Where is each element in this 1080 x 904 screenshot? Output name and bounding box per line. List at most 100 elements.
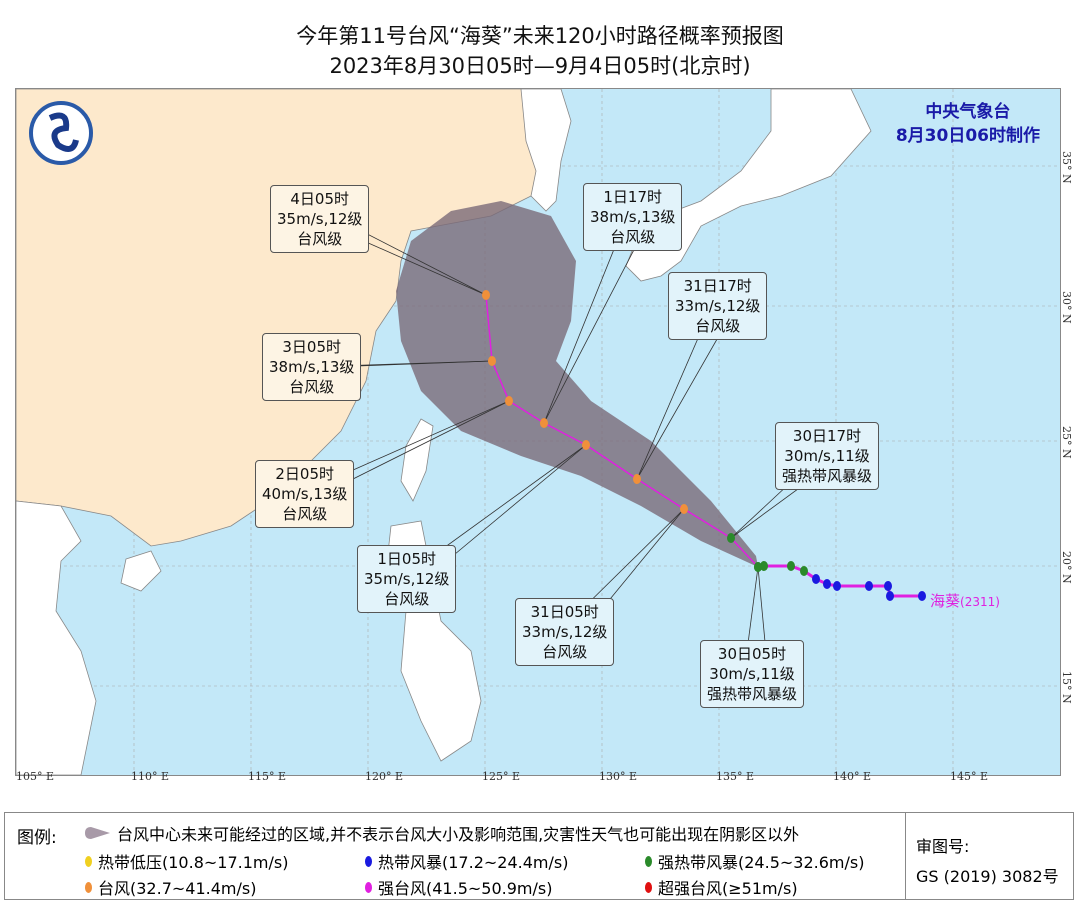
agency-block: 中央气象台 8月30日06时制作 [896,100,1040,148]
forecast-label-time: 30日17时 [792,427,862,445]
forecast-point [505,396,513,406]
forecast-point [754,562,762,572]
past-track-point [865,581,873,591]
lon-tick-label: 145° E [950,770,989,783]
legend: 图例: 台风中心未来可能经过的区域,并不表示台风大小及影响范围,灾害性天气也可能… [4,812,1074,900]
past-track-point [918,591,926,601]
lon-tick-label: 105° E [16,770,55,783]
land-hainan [120,550,162,592]
forecast-label-wind: 33m/s,12级 [675,297,761,315]
forecast-label-wind: 35m/s,12级 [364,570,450,588]
lat-tick-label: 20° N [1060,551,1073,584]
forecast-label: 4日05时 35m/s,12级 台风级 [270,185,370,253]
map-canvas [16,89,1060,775]
past-track-point [884,581,892,591]
forecast-label-time: 31日17时 [683,277,752,295]
past-track-point [787,561,795,571]
forecast-label-level: 台风级 [610,228,656,246]
lon-tick-label: 110° E [131,770,170,783]
legend-cone-text: 台风中心未来可能经过的区域,并不表示台风大小及影响范围,灾害性天气也可能出现在阴… [117,825,800,844]
typhoon-code: (2311) [960,595,1000,609]
land-indochina [16,500,97,775]
forecast-label-level: 强热带风暴级 [707,685,798,703]
lon-tick-label: 115° E [248,770,287,783]
forecast-label-level: 强热带风暴级 [782,467,873,485]
review-number: GS (2019) 3082号 [916,867,1059,886]
forecast-label-time: 2日05时 [275,465,335,483]
lat-tick-label: 15° N [1060,671,1073,704]
past-track-point [886,591,894,601]
forecast-label-level: 台风级 [282,505,328,523]
past-track-point [823,579,831,589]
forecast-label-time: 3日05时 [282,338,342,356]
forecast-label-wind: 38m/s,13级 [590,208,676,226]
map-title: 今年第11号台风“海葵”未来120小时路径概率预报图 [296,24,784,48]
forecast-label-time: 30日05时 [717,645,787,663]
forecast-label: 31日05时 33m/s,12级 台风级 [515,598,615,666]
legend-item-label: 强热带风暴(24.5~32.6m/s) [658,853,865,872]
legend-item-label: 热带低压(10.8~17.1m/s) [98,853,289,872]
agency-name: 中央气象台 [925,102,1011,122]
forecast-label-wind: 38m/s,13级 [269,358,355,376]
typhoon-name-text: 海葵 [930,592,961,610]
lat-tick-label: 25° N [1060,426,1073,459]
forecast-label-wind: 33m/s,12级 [522,623,608,641]
lon-tick-label: 135° E [716,770,755,783]
lon-tick-label: 140° E [833,770,872,783]
past-track-point [833,581,841,591]
legend-item: 强热带风暴(24.5~32.6m/s) [645,849,864,873]
typhoon-dot-icon [645,855,652,867]
legend-title: 图例: [17,828,57,848]
typhoon-dot-icon [85,855,92,867]
typhoon-map [15,88,1061,776]
forecast-label: 30日05时 30m/s,11级 强热带风暴级 [700,640,805,708]
legend-item: 台风(32.7~41.4m/s) [85,875,256,899]
past-track-point [800,566,808,576]
map-subtitle: 2023年8月30日05时—9月4日05时(北京时) [329,54,751,78]
leader-line [543,216,628,424]
forecast-label-time: 31日05时 [530,603,599,621]
legend-item-label: 台风(32.7~41.4m/s) [98,879,257,898]
forecast-label: 2日05时 40m/s,13级 台风级 [255,460,355,528]
legend-item: 热带低压(10.8~17.1m/s) [85,849,288,873]
forecast-label-wind: 40m/s,13级 [262,485,348,503]
past-track-point [760,561,768,571]
lat-tick-label: 35° N [1060,151,1073,184]
legend-item: 强台风(41.5~50.9m/s) [365,875,552,899]
forecast-label: 31日17时 33m/s,12级 台风级 [668,272,768,340]
forecast-label-wind: 30m/s,11级 [709,665,795,683]
forecast-label-level: 台风级 [297,230,343,248]
cone-swatch-icon [85,827,110,839]
cma-logo [29,101,93,165]
legend-item-label: 强台风(41.5~50.9m/s) [378,879,553,898]
forecast-point [680,504,688,514]
forecast-label: 30日17时 30m/s,11级 强热带风暴级 [775,422,880,490]
forecast-point [582,440,590,450]
forecast-point [540,418,548,428]
typhoon-name: 海葵(2311) [930,590,1000,611]
forecast-label: 3日05时 38m/s,13级 台风级 [262,333,362,401]
forecast-label-wind: 35m/s,12级 [277,210,363,228]
typhoon-dot-icon [645,881,652,893]
review-number-block: 审图号: GS (2019) 3082号 [905,813,1074,899]
forecast-label-wind: 30m/s,11级 [784,447,870,465]
typhoon-dot-icon [365,881,372,893]
legend-item: 热带风暴(17.2~24.4m/s) [365,849,568,873]
past-track-point [812,574,820,584]
typhoon-dot-icon [85,881,92,893]
forecast-point [488,356,496,366]
issue-time: 8月30日06时制作 [895,126,1040,146]
forecast-label-level: 台风级 [695,317,741,335]
land-korea [520,89,572,212]
typhoon-dot-icon [365,855,372,867]
forecast-point [482,290,490,300]
legend-item-label: 热带风暴(17.2~24.4m/s) [378,853,569,872]
legend-cone: 台风中心未来可能经过的区域,并不表示台风大小及影响范围,灾害性天气也可能出现在阴… [83,821,799,845]
land-japan [625,89,872,282]
land-taiwan [400,418,434,502]
review-label: 审图号: [916,837,970,856]
forecast-label-time: 4日05时 [290,190,350,208]
forecast-point [633,474,641,484]
lon-tick-label: 125° E [482,770,521,783]
forecast-label-level: 台风级 [289,378,335,396]
